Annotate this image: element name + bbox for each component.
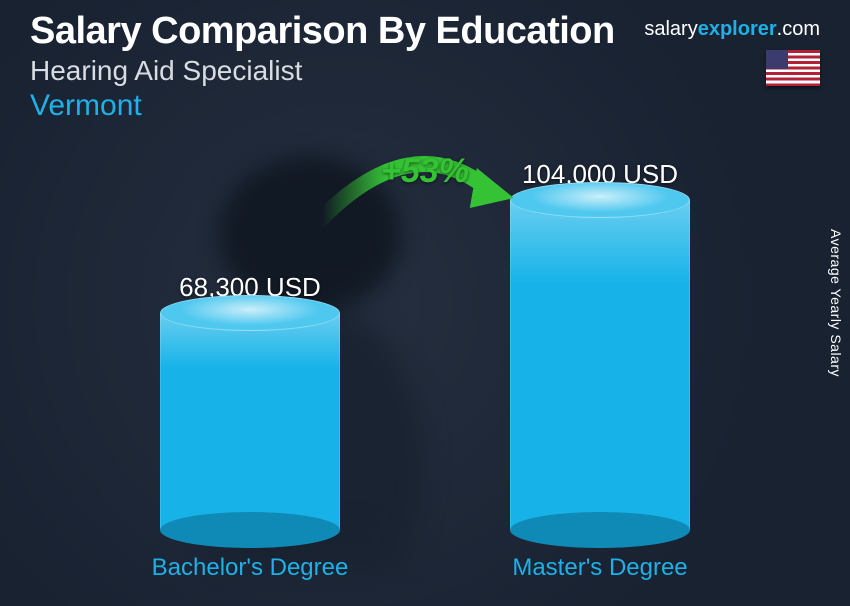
increase-label: +53%: [381, 152, 469, 191]
bar-front: [510, 200, 690, 530]
page-location: Vermont: [30, 89, 820, 123]
bar-cylinder: [510, 200, 690, 530]
bar-bottom-ellipse: [510, 512, 690, 548]
bar-top-ellipse: [160, 295, 340, 331]
brand-logo: salaryexplorer.com: [644, 18, 820, 41]
flag-icon: [766, 50, 820, 86]
bar-label: Bachelor's Degree: [152, 554, 349, 582]
arrow-head-icon: [470, 168, 514, 208]
brand-prefix: salary: [644, 18, 697, 40]
bar-front: [160, 313, 340, 530]
bar-top-ellipse: [510, 182, 690, 218]
bar-label: Master's Degree: [512, 554, 687, 582]
bar-group-bachelors: 68,300 USD Bachelor's Degree: [140, 272, 360, 582]
bar-bottom-ellipse: [160, 512, 340, 548]
bar-group-masters: 104,000 USD Master's Degree: [490, 159, 710, 582]
brand-domain: .com: [777, 18, 820, 40]
brand-highlight: explorer: [698, 18, 777, 40]
bar-cylinder: [160, 313, 340, 530]
page-subtitle: Hearing Aid Specialist: [30, 55, 820, 87]
